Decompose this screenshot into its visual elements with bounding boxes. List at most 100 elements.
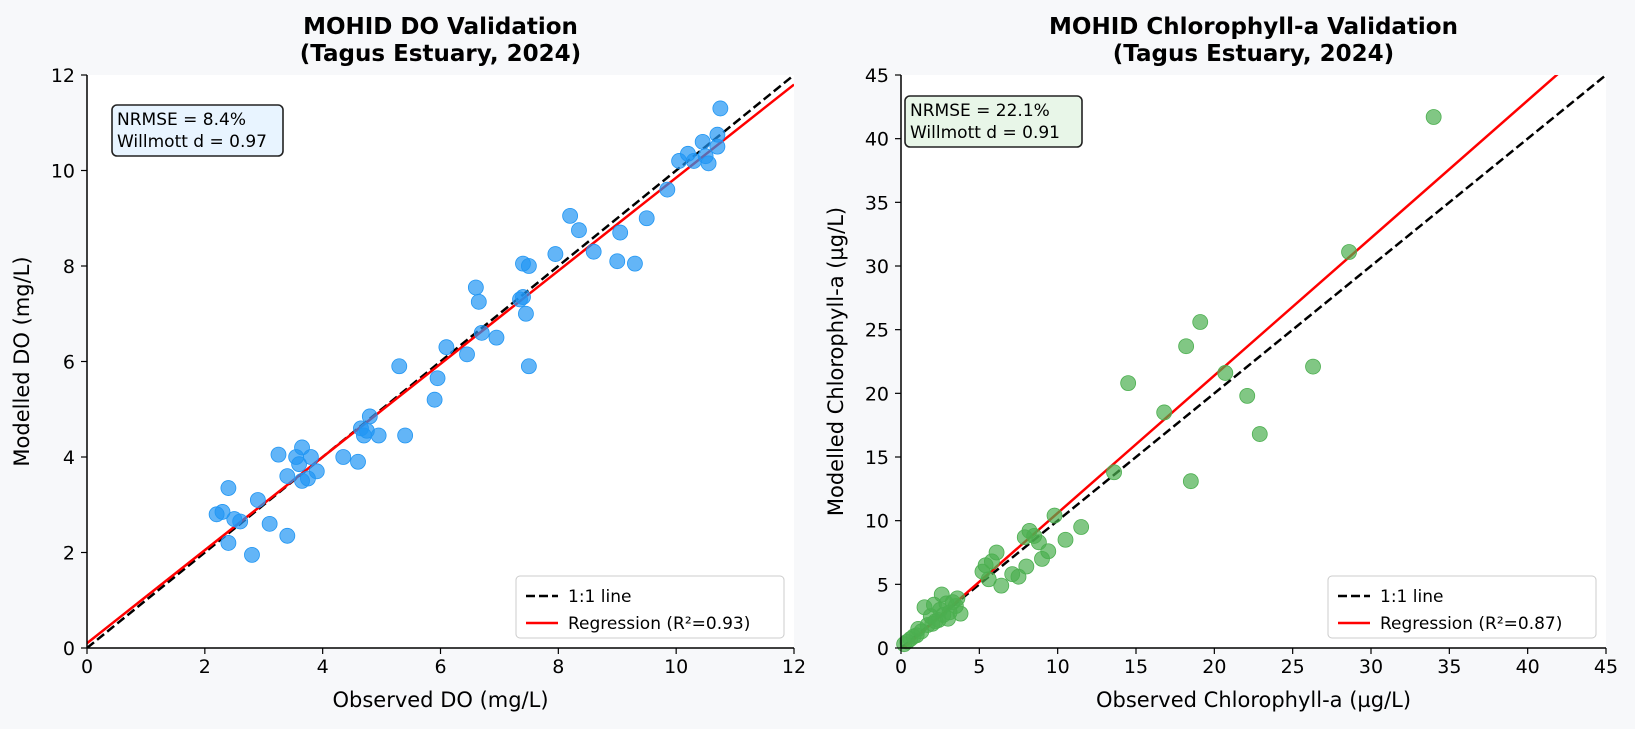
identity-line (901, 75, 1606, 648)
x-tick-label: 5 (973, 656, 985, 678)
x-tick-label: 20 (1202, 656, 1226, 678)
chart-subtitle: (Tagus Estuary, 2024) (300, 41, 581, 67)
legend-identity-label: 1:1 line (568, 587, 631, 607)
data-point (712, 100, 729, 117)
stats-box (904, 95, 1083, 148)
data-point (488, 329, 505, 346)
x-tick-label: 40 (1516, 656, 1540, 678)
data-point (467, 279, 484, 296)
data-point (988, 544, 1005, 561)
x-tick-label: 8 (552, 656, 564, 678)
y-tick-label: 20 (865, 383, 889, 405)
legend-regression-label: Regression (R²=0.87) (1380, 614, 1562, 634)
data-point (308, 463, 325, 480)
data-point (571, 222, 587, 239)
data-point (473, 324, 490, 341)
y-tick-label: 10 (51, 161, 75, 183)
data-point (220, 480, 237, 496)
y-tick-label: 4 (63, 447, 75, 469)
data-point (1073, 519, 1090, 535)
data-point (1120, 375, 1137, 392)
data-point (952, 605, 969, 622)
y-tick-label: 12 (51, 65, 75, 87)
data-point (1192, 314, 1209, 330)
data-point (980, 571, 997, 588)
data-point (949, 590, 966, 607)
data-point (429, 370, 446, 387)
regression-line (902, 75, 1559, 648)
chart-title: MOHID DO Validation (303, 14, 578, 40)
data-point (1057, 531, 1074, 548)
data-point (249, 492, 266, 508)
data-point (700, 155, 717, 172)
data-point (270, 446, 287, 463)
data-point (709, 138, 726, 155)
legend: 1:1 line Regression (R²=0.93) (515, 575, 785, 639)
y-tick-label: 30 (865, 256, 889, 278)
data-point (426, 391, 443, 408)
y-tick-label: 10 (865, 511, 889, 533)
data-point (1425, 109, 1442, 125)
data-point (520, 358, 537, 375)
identity-line (87, 75, 794, 648)
data-point (1178, 338, 1195, 355)
data-point (350, 453, 366, 470)
data-point (459, 346, 475, 363)
data-point (214, 504, 231, 520)
y-axis-label: Modelled DO (mg/L) (10, 256, 34, 466)
x-axis-label: Observed DO (mg/L) (332, 688, 548, 712)
x-tick-label: 25 (1281, 656, 1305, 678)
x-tick-label: 15 (1124, 656, 1148, 678)
y-tick-label: 40 (865, 129, 889, 151)
data-point (518, 305, 534, 322)
data-point (470, 293, 487, 310)
data-point (302, 449, 319, 465)
data-point (612, 224, 629, 241)
data-point (261, 515, 278, 532)
data-point (993, 577, 1010, 594)
x-tick-label: 30 (1359, 656, 1383, 678)
legend-box (1327, 575, 1597, 639)
y-tick-label: 5 (877, 574, 889, 596)
data-point (694, 133, 711, 150)
data-point (361, 408, 378, 425)
x-tick-label: 10 (1046, 656, 1070, 678)
chart-1: MOHID DO Validation(Tagus Estuary, 2024)… (10, 14, 806, 712)
x-tick-label: 10 (664, 656, 688, 678)
data-point (1305, 358, 1321, 375)
data-point (291, 456, 308, 473)
chart-title: MOHID Chlorophyll-a Validation (1049, 14, 1458, 40)
x-tick-label: 0 (895, 656, 907, 678)
x-tick-label: 2 (199, 656, 211, 678)
x-tick-label: 6 (434, 656, 446, 678)
data-point (1182, 473, 1199, 490)
y-tick-label: 15 (865, 447, 889, 469)
data-point (1239, 387, 1256, 404)
data-point (520, 258, 537, 274)
chart-2: MOHID Chlorophyll-a Validation(Tagus Est… (824, 14, 1618, 712)
data-point (1018, 558, 1035, 575)
data-point (370, 427, 387, 444)
data-point (1251, 426, 1268, 442)
y-tick-label: 8 (63, 256, 75, 278)
data-point (279, 468, 296, 485)
data-point (232, 513, 249, 530)
legend-identity-label: 1:1 line (1380, 587, 1443, 607)
data-point (397, 427, 414, 444)
y-tick-label: 25 (865, 320, 889, 342)
data-point (547, 246, 564, 262)
stats-text: NRMSE = 8.4% (117, 110, 246, 130)
data-point (638, 210, 655, 227)
y-tick-label: 35 (865, 192, 889, 214)
x-tick-label: 35 (1437, 656, 1461, 678)
data-point (220, 535, 237, 551)
x-axis-label: Observed Chlorophyll-a (µg/L) (1096, 688, 1411, 712)
y-axis-label: Modelled Chlorophyll-a (µg/L) (824, 207, 848, 516)
data-point (1341, 244, 1357, 260)
scatter-points (896, 109, 1442, 653)
x-tick-label: 4 (317, 656, 329, 678)
data-point (1106, 464, 1122, 481)
y-tick-label: 2 (63, 543, 75, 565)
data-point (335, 449, 352, 465)
